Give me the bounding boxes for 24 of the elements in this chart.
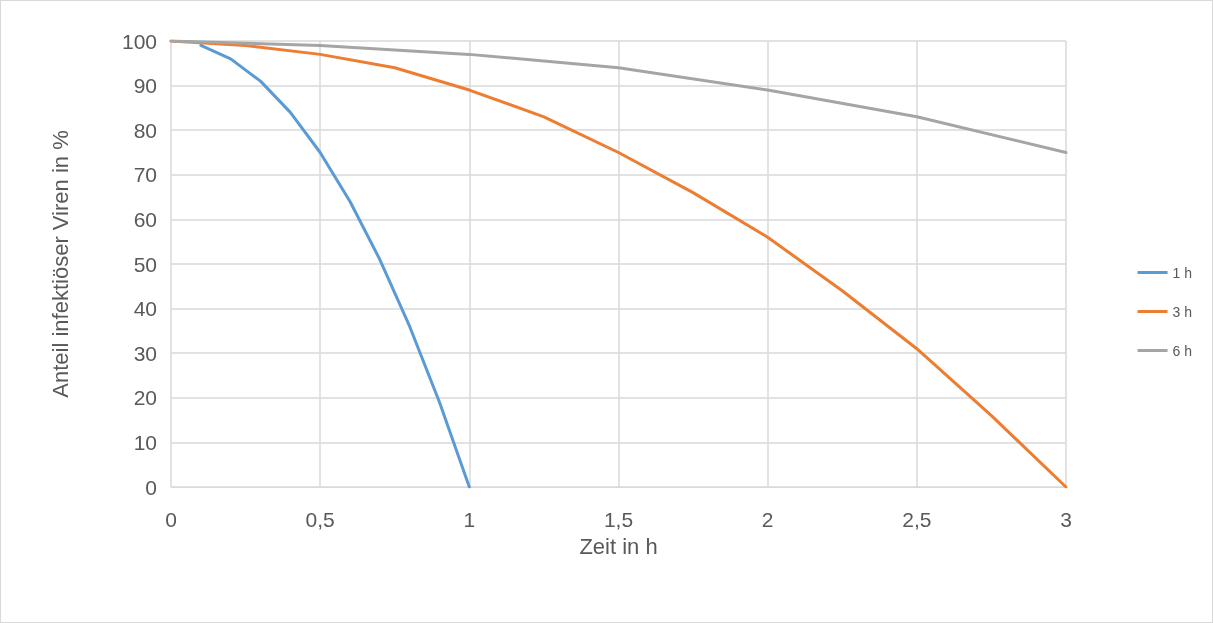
y-tick-label: 70 (133, 163, 157, 187)
line-series (199, 43, 471, 489)
x-tick-label: 2,5 (902, 508, 932, 531)
y-axis-title: Anteil infektiöser Viren in % (47, 130, 73, 398)
y-tick-label: 50 (133, 252, 157, 276)
y-tick-label: 10 (133, 430, 157, 454)
x-tick-label: 0 (165, 508, 177, 531)
y-tick-label: 90 (133, 74, 157, 98)
y-tick-label: 20 (133, 386, 157, 410)
x-tick-label: 3 (1060, 508, 1072, 531)
legend-label: 3 h (1172, 303, 1193, 320)
y-tick-label: 60 (133, 207, 157, 231)
y-tick-label: 100 (121, 29, 157, 53)
x-tick-label: 1 (463, 508, 476, 531)
x-tick-label: 0,5 (305, 508, 335, 531)
y-tick-label: 80 (133, 118, 157, 142)
legend-label: 6 h (1172, 342, 1193, 359)
y-tick-label: 30 (133, 341, 157, 365)
legend-label: 1 h (1172, 264, 1193, 281)
x-axis-title: Zeit in h (579, 533, 658, 559)
y-tick-label: 0 (145, 475, 157, 499)
x-tick-label: 1,5 (603, 508, 634, 531)
x-tick-label: 2 (761, 508, 774, 531)
y-tick-label: 40 (133, 297, 157, 321)
